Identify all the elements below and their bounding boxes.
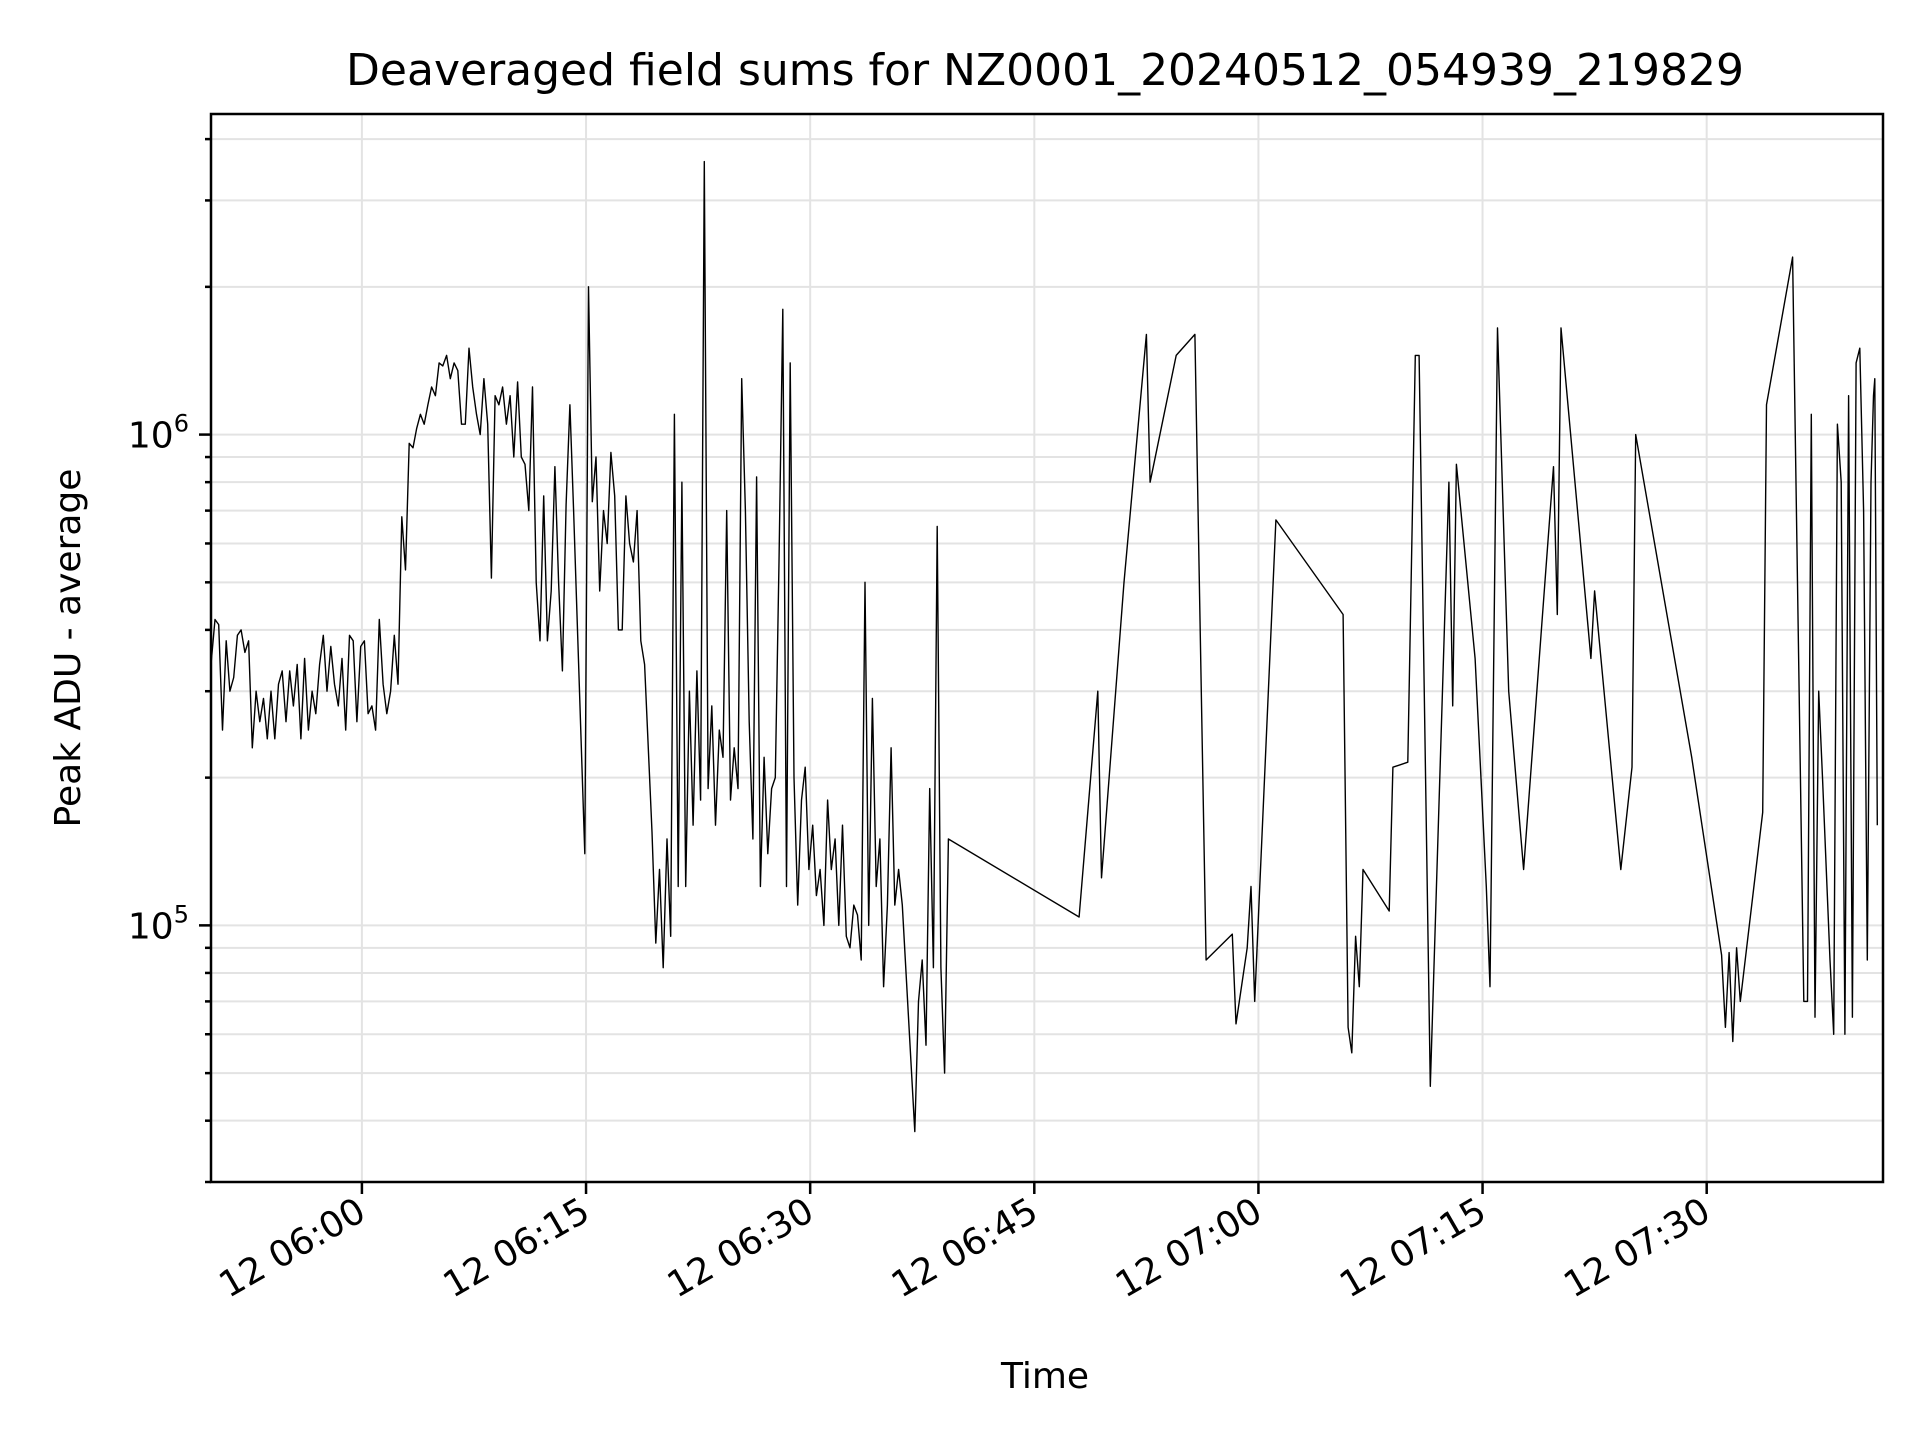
y-axis-label: Peak ADU - average (48, 469, 89, 828)
y-tick-label-base: 10 (128, 416, 174, 457)
y-tick-label-exponent: 6 (174, 410, 189, 438)
grid (211, 114, 1883, 1183)
chart-title: Deaveraged field sums for NZ0001_2024051… (346, 45, 1744, 96)
series-layer (210, 160, 1878, 1133)
y-tick-label-base: 10 (128, 906, 174, 947)
y-tick-label: 106 (128, 410, 189, 457)
series-line-0 (210, 160, 1878, 1133)
plot-frame (209, 112, 1885, 1184)
x-axis-label: Time (1000, 1356, 1089, 1397)
y-tick-label-exponent: 5 (174, 900, 189, 928)
y-tick-label: 105 (128, 900, 189, 947)
